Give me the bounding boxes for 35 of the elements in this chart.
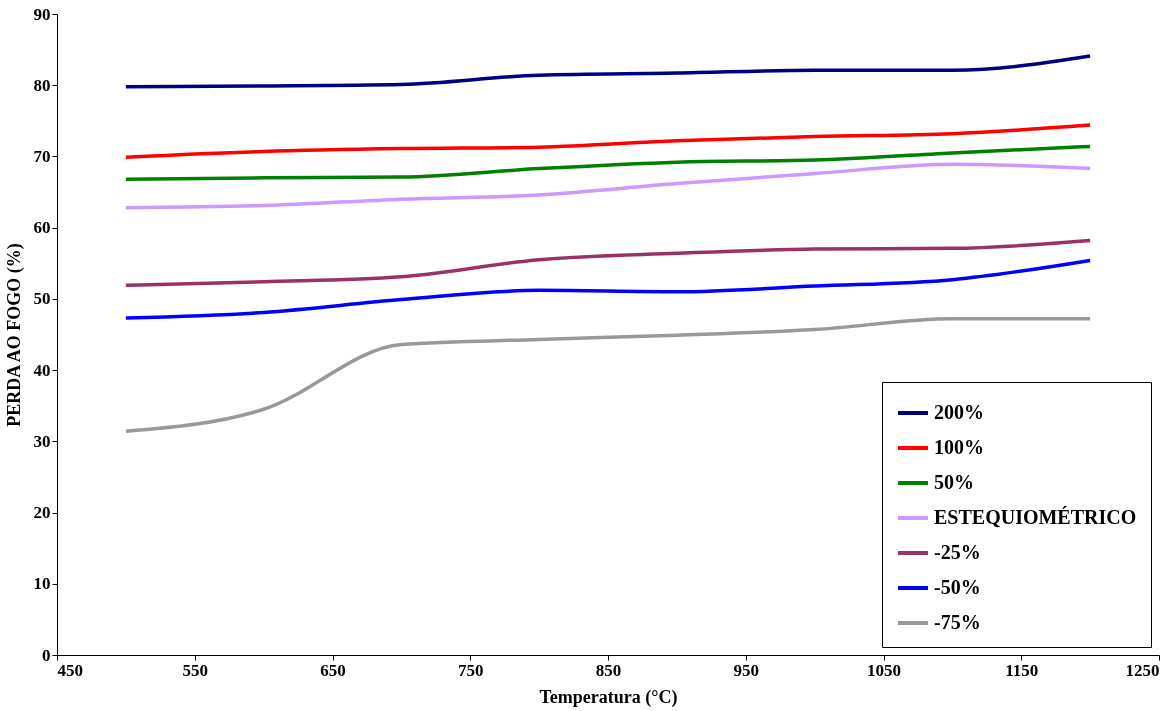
line-series bbox=[124, 144, 1092, 181]
x-tick-label: 1250 bbox=[1125, 660, 1160, 680]
x-tick-label: 450 bbox=[57, 660, 83, 680]
line-series bbox=[124, 123, 1092, 159]
x-axis-title: Temperatura (°C) bbox=[539, 686, 678, 708]
y-tick-label: 50 bbox=[33, 289, 51, 309]
line-series bbox=[124, 238, 1092, 288]
y-tick-label: 30 bbox=[33, 431, 51, 451]
y-tick-label: 20 bbox=[33, 503, 51, 523]
x-tick-label: 850 bbox=[595, 660, 622, 680]
legend-label: -50% bbox=[934, 576, 981, 598]
legend-label: 50% bbox=[934, 471, 974, 493]
y-tick-label: 60 bbox=[33, 218, 51, 238]
line-series bbox=[124, 317, 1092, 434]
line-series bbox=[124, 258, 1092, 320]
x-tick-label: 1150 bbox=[1005, 660, 1039, 680]
x-tick-label: 1050 bbox=[867, 660, 901, 680]
legend-label: -25% bbox=[934, 541, 981, 563]
x-tick-label: 750 bbox=[458, 660, 484, 680]
y-tick-label: 70 bbox=[33, 146, 51, 166]
y-tick-label: 10 bbox=[33, 574, 51, 594]
y-tick-label: 40 bbox=[33, 360, 51, 380]
line-series bbox=[124, 162, 1092, 210]
x-tick-label: 950 bbox=[733, 660, 759, 680]
x-tick-label: 650 bbox=[320, 660, 346, 680]
line-series bbox=[124, 54, 1092, 89]
y-tick-label: 80 bbox=[33, 75, 51, 95]
legend-label: ESTEQUIOMÉTRICO bbox=[934, 506, 1137, 528]
legend-label: 100% bbox=[934, 436, 984, 458]
y-tick-label: 0 bbox=[42, 645, 51, 665]
y-axis-title: PERDA AO FOGO (%) bbox=[3, 243, 25, 427]
legend-label: -75% bbox=[934, 611, 981, 633]
legend-label: 200% bbox=[934, 401, 984, 423]
y-tick-label: 90 bbox=[33, 4, 51, 24]
x-tick-label: 550 bbox=[182, 660, 208, 680]
